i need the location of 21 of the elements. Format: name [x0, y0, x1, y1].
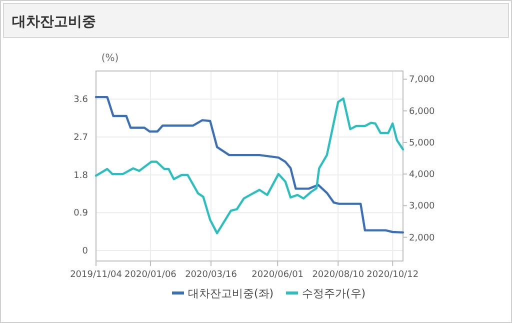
- y2-tick-label: 5,000: [409, 138, 436, 148]
- legend-label: 수정주가(우): [302, 287, 366, 300]
- x-tick-label: 2020/10/12: [366, 270, 419, 280]
- x-tick-label: 2020/06/01: [252, 270, 304, 280]
- y2-tick-label: 7,000: [409, 75, 436, 86]
- y-axis-title: (%): [101, 53, 119, 64]
- x-tick-label: 2019/11/04: [70, 270, 122, 280]
- y-tick-label: 0.9: [74, 208, 88, 219]
- y2-tick-label: 4,000: [409, 170, 436, 180]
- y-tick-label: 2.7: [74, 132, 88, 143]
- y-tick-label: 3.6: [74, 95, 88, 106]
- y-tick-label: 1.8: [74, 170, 88, 181]
- legend-label: 대차잔고비중(좌): [188, 287, 274, 300]
- y-tick-label: 0: [82, 246, 88, 256]
- chart-title: 대차잔고비중: [12, 14, 96, 30]
- y2-tick-label: 3,000: [409, 202, 436, 212]
- y2-tick-label: 6,000: [409, 106, 436, 117]
- y2-tick-label: 2,000: [409, 233, 436, 244]
- x-tick-label: 2020/03/16: [185, 270, 238, 280]
- x-tick-label: 2020/08/10: [312, 270, 364, 280]
- x-tick-label: 2020/01/06: [124, 270, 177, 280]
